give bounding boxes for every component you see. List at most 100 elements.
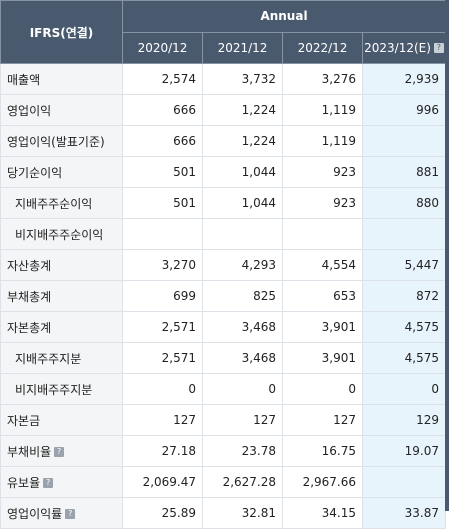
accounting-standard-header: IFRS(연결) bbox=[0, 0, 123, 64]
cell-value: 3,901 bbox=[282, 342, 363, 374]
cell-value: 825 bbox=[202, 280, 283, 312]
cell-value: 501 bbox=[122, 187, 203, 219]
cell-value: 2,571 bbox=[122, 311, 203, 343]
cell-value: 2,571 bbox=[122, 342, 203, 374]
cell-value: 1,044 bbox=[202, 187, 283, 219]
cell-value: 3,468 bbox=[202, 311, 283, 343]
cell-value bbox=[282, 218, 363, 250]
cell-value: 0 bbox=[282, 373, 363, 405]
cell-value: 127 bbox=[122, 404, 203, 436]
help-icon[interactable]: ? bbox=[433, 43, 444, 54]
cell-value-estimate: 880 bbox=[361, 187, 447, 219]
help-icon[interactable]: ? bbox=[54, 447, 65, 457]
table-row: 지배주주지분 2,571 3,468 3,901 4,575 bbox=[0, 342, 447, 374]
cell-value: 127 bbox=[282, 404, 363, 436]
table-row: 자본금 127 127 127 129 bbox=[0, 404, 447, 436]
cell-value-estimate: 881 bbox=[361, 156, 447, 188]
cell-value-estimate: 129 bbox=[361, 404, 447, 436]
period-label: 2023/12(E) bbox=[364, 40, 431, 55]
table-row: 당기순이익 501 1,044 923 881 bbox=[0, 156, 447, 188]
cell-value: 0 bbox=[202, 373, 283, 405]
row-label: 부채비율 bbox=[7, 444, 52, 459]
cell-value: 1,119 bbox=[282, 94, 363, 126]
row-label[interactable]: 자본금 bbox=[0, 404, 123, 436]
row-label: 지배주주순이익 bbox=[0, 187, 123, 219]
cell-value: 34.15 bbox=[282, 497, 363, 529]
cell-value: 1,224 bbox=[202, 94, 283, 126]
row-label[interactable]: 자본총계 bbox=[0, 311, 123, 343]
period-header: 2021/12 bbox=[202, 31, 283, 64]
table-row: 영업이익률? 25.89 32.81 34.15 33.87 bbox=[0, 497, 447, 529]
period-header-estimate: 2023/12(E)? bbox=[361, 31, 447, 64]
table-row: 매출액 2,574 3,732 3,276 2,939 bbox=[0, 63, 447, 95]
cell-value-estimate: 4,575 bbox=[361, 342, 447, 374]
cell-value: 4,554 bbox=[282, 249, 363, 281]
row-label: 영업이익률 bbox=[7, 506, 63, 521]
cell-value: 23.78 bbox=[202, 435, 283, 467]
cell-value: 4,293 bbox=[202, 249, 283, 281]
cell-value: 3,276 bbox=[282, 63, 363, 95]
cell-value-estimate: 0 bbox=[361, 373, 447, 405]
row-label[interactable]: 영업이익 bbox=[0, 94, 123, 126]
cell-value: 127 bbox=[202, 404, 283, 436]
cell-value-estimate: 33.87 bbox=[361, 497, 447, 529]
cell-value-estimate: 872 bbox=[361, 280, 447, 312]
cell-value bbox=[202, 218, 283, 250]
cell-value: 3,732 bbox=[202, 63, 283, 95]
cell-value: 653 bbox=[282, 280, 363, 312]
row-label: 유보율 bbox=[7, 475, 41, 490]
row-label[interactable]: 부채총계 bbox=[0, 280, 123, 312]
row-label[interactable]: 당기순이익 bbox=[0, 156, 123, 188]
table-row: 영업이익(발표기준) 666 1,224 1,119 bbox=[0, 125, 447, 157]
cell-value-estimate: 19.07 bbox=[361, 435, 447, 467]
help-icon[interactable]: ? bbox=[43, 478, 54, 488]
cell-value: 0 bbox=[122, 373, 203, 405]
table-row: 비지배주주순이익 bbox=[0, 218, 447, 250]
cell-value: 2,574 bbox=[122, 63, 203, 95]
row-label[interactable]: 매출액 bbox=[0, 63, 123, 95]
cell-value: 501 bbox=[122, 156, 203, 188]
cell-value: 3,901 bbox=[282, 311, 363, 343]
cell-value: 1,044 bbox=[202, 156, 283, 188]
table-row: 비지배주주지분 0 0 0 0 bbox=[0, 373, 447, 405]
cell-value: 666 bbox=[122, 125, 203, 157]
row-label-with-help[interactable]: 부채비율? bbox=[0, 435, 123, 467]
cell-value-estimate: 2,939 bbox=[361, 63, 447, 95]
cell-value: 2,967.66 bbox=[282, 466, 363, 498]
row-label-with-help[interactable]: 영업이익률? bbox=[0, 497, 123, 529]
cell-value-estimate: 4,575 bbox=[361, 311, 447, 343]
cell-value: 32.81 bbox=[202, 497, 283, 529]
cell-value: 699 bbox=[122, 280, 203, 312]
row-label-with-help[interactable]: 유보율? bbox=[0, 466, 123, 498]
annual-group-header: Annual bbox=[121, 0, 447, 33]
row-label: 영업이익(발표기준) bbox=[0, 125, 123, 157]
cell-value-estimate: 996 bbox=[361, 94, 447, 126]
table-row: 부채총계 699 825 653 872 bbox=[0, 280, 447, 312]
cell-value-estimate: 5,447 bbox=[361, 249, 447, 281]
row-label: 비지배주주지분 bbox=[0, 373, 123, 405]
cell-value-estimate bbox=[361, 218, 447, 250]
table-row: 자본총계 2,571 3,468 3,901 4,575 bbox=[0, 311, 447, 343]
cell-value bbox=[122, 218, 203, 250]
cell-value-estimate bbox=[361, 466, 447, 498]
cell-value: 2,627.28 bbox=[202, 466, 283, 498]
scrollbar-edge bbox=[445, 0, 449, 511]
table-row: 유보율? 2,069.47 2,627.28 2,967.66 bbox=[0, 466, 447, 498]
cell-value: 3,270 bbox=[122, 249, 203, 281]
cell-value-estimate bbox=[361, 125, 447, 157]
row-label: 지배주주지분 bbox=[0, 342, 123, 374]
table-row: 영업이익 666 1,224 1,119 996 bbox=[0, 94, 447, 126]
period-header: 2020/12 bbox=[122, 31, 203, 64]
cell-value: 3,468 bbox=[202, 342, 283, 374]
cell-value: 25.89 bbox=[122, 497, 203, 529]
cell-value: 16.75 bbox=[282, 435, 363, 467]
cell-value: 2,069.47 bbox=[122, 466, 203, 498]
cell-value: 27.18 bbox=[122, 435, 203, 467]
cell-value: 923 bbox=[282, 187, 363, 219]
table-row: 부채비율? 27.18 23.78 16.75 19.07 bbox=[0, 435, 447, 467]
row-label[interactable]: 자산총계 bbox=[0, 249, 123, 281]
row-label: 비지배주주순이익 bbox=[0, 218, 123, 250]
cell-value: 1,224 bbox=[202, 125, 283, 157]
period-header: 2022/12 bbox=[282, 31, 363, 64]
